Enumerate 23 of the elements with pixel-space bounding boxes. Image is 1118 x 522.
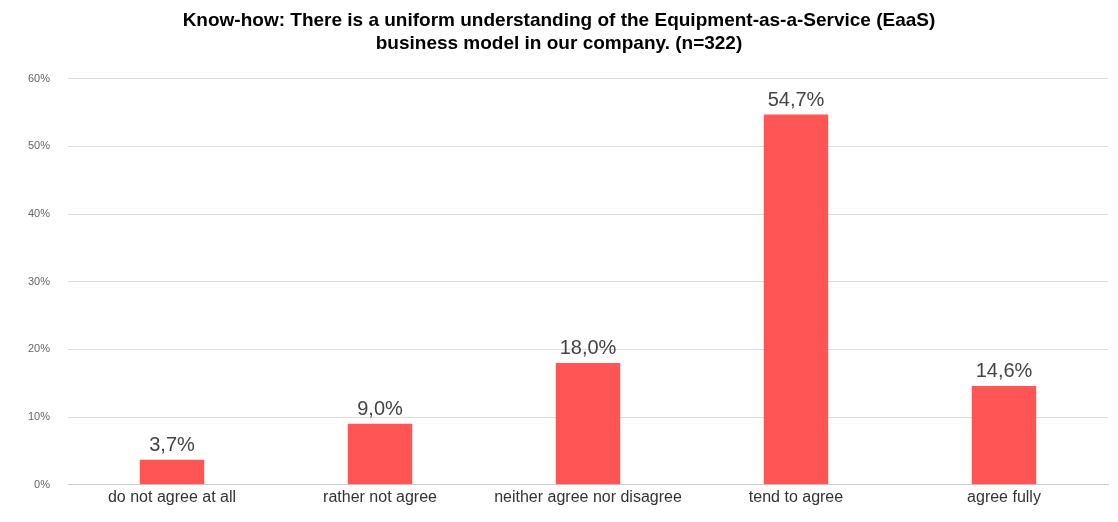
y-tick-label: 60% — [27, 71, 51, 84]
data-label: 54,7% — [767, 88, 825, 110]
bar — [347, 423, 413, 485]
bar — [555, 362, 621, 485]
y-tick-label: 10% — [27, 410, 51, 423]
chart-title: Know-how: There is a uniform understanding of the Equipment-as-a-Service (EaaS) business model in our company. (n=322) — [181, 8, 937, 54]
x-tick-label: neither agree nor disagree — [494, 487, 682, 505]
data-label: 18,0% — [559, 336, 617, 359]
y-tick-label: 0% — [34, 477, 51, 490]
x-tick-label: do not agree at all — [107, 487, 237, 505]
bar — [763, 114, 829, 485]
y-tick-label: 30% — [27, 274, 51, 287]
data-label: 3,7% — [149, 433, 196, 456]
data-label: 9,0% — [357, 397, 404, 420]
y-tick-label: 20% — [27, 342, 51, 355]
bar — [971, 385, 1037, 485]
data-label: 14,6% — [975, 359, 1033, 382]
y-tick-label: 50% — [27, 139, 51, 152]
x-tick-label: rather not agree — [323, 487, 438, 505]
bar — [139, 459, 205, 485]
y-tick-label: 40% — [27, 207, 51, 220]
x-tick-label: tend to agree — [748, 487, 844, 505]
x-tick-label: agree fully — [967, 487, 1041, 505]
